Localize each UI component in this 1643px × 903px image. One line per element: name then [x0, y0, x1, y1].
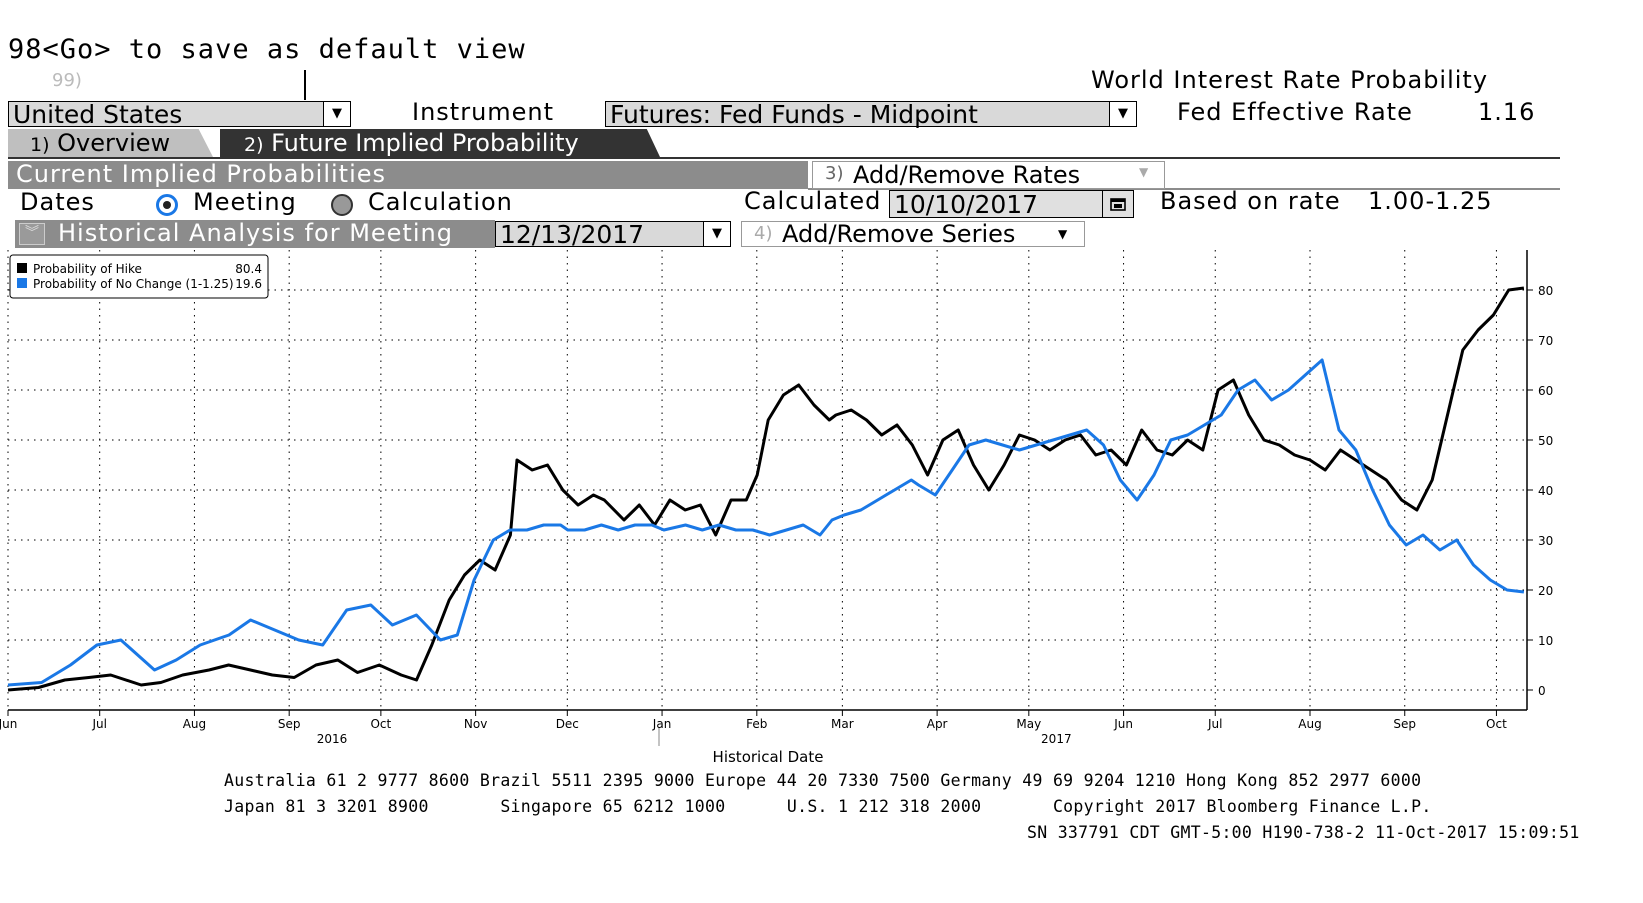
legend-nochange-label: Probability of No Change (1-1.25) — [33, 277, 234, 291]
country-dropdown[interactable]: United States ▼ — [8, 100, 351, 129]
y-tick-label: 0 — [1538, 684, 1546, 698]
tab-divider — [8, 157, 1560, 159]
radio-dot-icon — [163, 201, 171, 209]
calculated-date-value: 10/10/2017 — [894, 190, 1039, 219]
calendar-icon[interactable] — [1102, 191, 1133, 217]
instrument-value: Futures: Fed Funds - Midpoint — [610, 100, 978, 129]
x-tick-label: Nov — [464, 717, 487, 731]
legend-hike-label: Probability of Hike — [33, 262, 142, 276]
y-tick-label: 80 — [1538, 284, 1553, 298]
y-tick-label: 20 — [1538, 584, 1553, 598]
rates-btn-label: Add/Remove Rates — [853, 161, 1081, 189]
x-tick-label: Oct — [370, 717, 391, 731]
chevron-down-icon[interactable]: ▼ — [703, 222, 730, 246]
section-title: Current Implied Probabilities — [16, 160, 387, 188]
country-value: United States — [13, 100, 183, 129]
tab-future-implied-probability[interactable]: 2) Future Implied Probability — [220, 129, 660, 157]
collapse-chevron-icon[interactable]: ︾ — [19, 223, 45, 245]
tab-future-label: Future Implied Probability — [271, 129, 579, 157]
legend-hike-value: 80.4 — [235, 262, 262, 276]
dates-label: Dates — [20, 188, 95, 216]
meeting-date-value: 12/13/2017 — [500, 220, 645, 249]
chevron-down-icon: ▼ — [1139, 165, 1149, 179]
radio-meeting-label: Meeting — [193, 188, 297, 216]
instrument-dropdown[interactable]: Futures: Fed Funds - Midpoint ▼ — [605, 100, 1137, 129]
series-btn-num: 4) — [754, 223, 773, 244]
tab-overview-label: Overview — [57, 129, 171, 157]
instrument-label: Instrument — [412, 98, 555, 126]
x-tick-label: Feb — [746, 717, 767, 731]
add-remove-series-button[interactable]: 4) Add/Remove Series ▼ — [741, 220, 1085, 248]
save-default-shortcut[interactable]: 99) — [52, 70, 82, 91]
tab-overview-num: 1) — [30, 134, 50, 156]
radio-calculation-label: Calculation — [368, 188, 513, 216]
tab-future-num: 2) — [244, 134, 264, 156]
fed-rate-value: 1.16 — [1478, 98, 1536, 126]
legend-swatch-nochange — [17, 278, 27, 288]
series-btn-label: Add/Remove Series — [782, 220, 1016, 248]
y-tick-label: 50 — [1538, 434, 1553, 448]
y-tick-label: 40 — [1538, 484, 1553, 498]
chart-grid — [7, 250, 1527, 710]
x-axis-title: Historical Date — [713, 748, 824, 766]
chart-legend: Probability of Hike 80.4 Probability of … — [9, 254, 269, 299]
calculated-date-field[interactable]: 10/10/2017 — [889, 190, 1134, 219]
x-tick-label: Apr — [927, 717, 948, 731]
footer-contacts-line2: Japan 81 3 3201 8900 Singapore 65 6212 1… — [224, 797, 1432, 816]
x-tick-label: Oct — [1486, 717, 1507, 731]
x-tick-label: Jun — [1113, 717, 1133, 731]
x-tick-label: Mar — [831, 717, 854, 731]
x-tick-label: Jun — [0, 717, 17, 731]
series-line-no-change — [7, 358, 1525, 687]
radio-calculation[interactable] — [331, 194, 353, 216]
based-on-value: 1.00-1.25 — [1368, 187, 1493, 215]
y-tick-label: 60 — [1538, 384, 1553, 398]
x-tick-label: Jul — [91, 717, 106, 731]
chart-axes: 0 10 20 30 40 50 60 70 80 Jun Jul Aug Sep Oct Nov Dec Ja… — [0, 250, 1553, 746]
command-line[interactable]: 98<Go> to save as default view — [8, 34, 526, 65]
footer-session-info: SN 337791 CDT GMT-5:00 H190-738-2 11-Oct… — [1027, 823, 1580, 842]
chart-series — [7, 286, 1525, 692]
year-label: 2017 — [1041, 732, 1072, 746]
fed-rate-label: Fed Effective Rate — [1177, 98, 1413, 126]
year-label: 2016 — [317, 732, 348, 746]
text-cursor — [304, 70, 306, 100]
y-tick-label: 30 — [1538, 534, 1553, 548]
historical-title: Historical Analysis for Meeting — [58, 219, 453, 247]
x-tick-label: Dec — [556, 717, 579, 731]
footer-contacts-line1: Australia 61 2 9777 8600 Brazil 5511 239… — [224, 771, 1422, 790]
probability-chart: 0 10 20 30 40 50 60 70 80 Jun Jul Aug Sep Oct Nov Dec Ja… — [0, 250, 1553, 766]
x-tick-label: Aug — [1298, 717, 1321, 731]
series-line-hike — [7, 286, 1525, 692]
radio-meeting[interactable] — [156, 194, 178, 216]
y-tick-label: 70 — [1538, 334, 1553, 348]
section-divider — [808, 188, 1560, 190]
chevron-down-icon: ▼ — [1058, 227, 1068, 241]
x-tick-label: Sep — [278, 717, 301, 731]
chevron-down-icon[interactable]: ▼ — [1109, 102, 1136, 126]
chevron-down-icon[interactable]: ▼ — [323, 102, 350, 126]
x-tick-label: Jan — [652, 717, 672, 731]
x-tick-label: Jul — [1207, 717, 1222, 731]
x-tick-label: May — [1016, 717, 1041, 731]
tab-overview[interactable]: 1) Overview — [8, 129, 213, 157]
based-on-label: Based on rate — [1160, 187, 1341, 215]
legend-box — [9, 254, 269, 299]
rates-btn-num: 3) — [825, 163, 844, 184]
calculated-label: Calculated — [744, 187, 882, 215]
y-tick-label: 10 — [1538, 634, 1553, 648]
legend-swatch-hike — [17, 263, 27, 273]
legend-nochange-value: 19.6 — [235, 277, 262, 291]
section-header-bar — [8, 161, 808, 189]
page-title: World Interest Rate Probability — [1091, 66, 1489, 94]
add-remove-rates-button[interactable]: 3) Add/Remove Rates ▼ — [812, 161, 1165, 189]
x-tick-label: Aug — [183, 717, 206, 731]
x-tick-label: Sep — [1393, 717, 1416, 731]
historical-header-bar — [15, 220, 495, 248]
meeting-date-dropdown[interactable]: 12/13/2017 ▼ — [495, 220, 731, 249]
